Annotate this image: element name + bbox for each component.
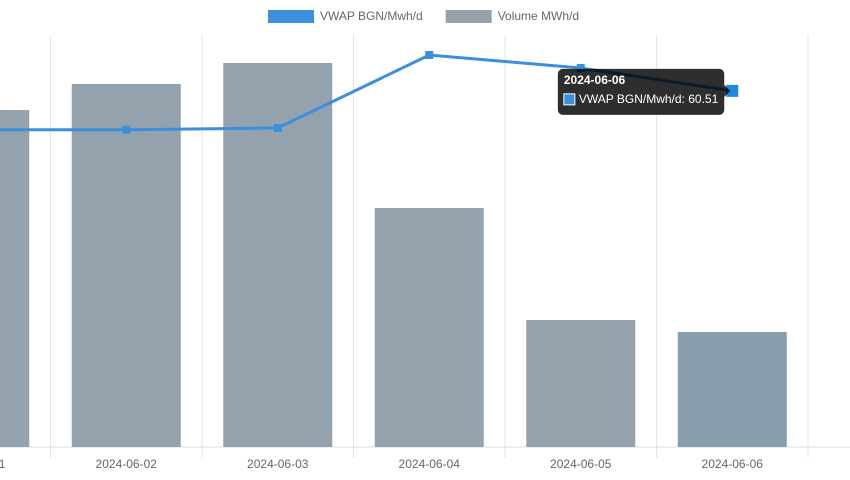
tooltip-title: 2024-06-06: [564, 73, 626, 87]
bar: [526, 320, 636, 447]
point: [273, 123, 282, 132]
tooltip-caret: [724, 84, 731, 97]
bar: [0, 109, 30, 447]
point: [576, 63, 585, 72]
tooltip: 2024-06-06 VWAP BGN/Mwh/d: 60.51: [557, 68, 731, 115]
bar: [223, 63, 333, 448]
tooltip-label: VWAP BGN/Mwh/d: 60.51: [579, 92, 719, 106]
x-tick-label: 2024-06-04: [399, 457, 461, 471]
tooltip-swatch: [563, 93, 576, 106]
bar: [71, 84, 181, 447]
legend-swatch: [268, 10, 314, 23]
point: [425, 51, 434, 60]
point: [122, 125, 131, 134]
x-tick-label: 2024-06-01: [0, 457, 6, 471]
tooltip-box: [557, 68, 725, 115]
point: [726, 84, 739, 97]
x-tick-label: 2024-06-02: [96, 457, 158, 471]
tooltip-sep: :: [682, 92, 689, 106]
legend-swatch: [445, 10, 492, 23]
x-tick-label: 2024-06-03: [247, 457, 309, 471]
x-tick-label: 2024-06-06: [702, 457, 764, 471]
bar: [374, 208, 484, 447]
x-tick-label: 2024-06-05: [550, 457, 612, 471]
legend-label: VWAP BGN/Mwh/d: [320, 9, 423, 23]
tooltip-series: VWAP BGN/Mwh/d: [579, 92, 682, 106]
tooltip-value: 60.51: [688, 92, 718, 106]
bar: [677, 331, 787, 447]
legend-label: Volume MWh/d: [498, 9, 579, 23]
